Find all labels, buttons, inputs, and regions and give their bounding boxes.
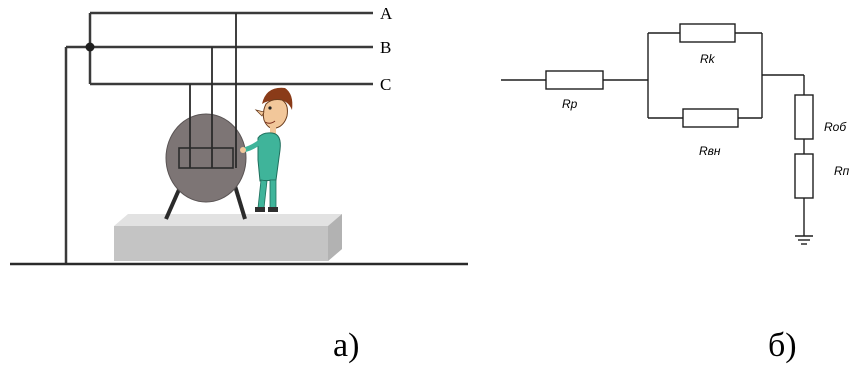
resistor-rp [545,70,604,90]
label-rn: Rп [834,164,850,178]
resistor-rob [794,94,814,140]
neutral-junction-dot [85,42,95,52]
label-rp: Rp [562,97,578,111]
label-rk: Rk [700,52,716,66]
caption-a: а) [333,327,360,364]
phase-label-c: C [380,75,391,94]
panel-b-circuit [501,23,814,245]
label-rvn: Rвн [699,144,721,158]
label-rob: Roб [824,120,847,134]
phase-label-a: A [380,4,393,23]
ground-icon [795,235,813,245]
resistor-rk [679,23,736,43]
caption-b: б) [768,327,797,364]
panel-a-diagram: A B C [10,4,468,266]
resistor-rvn [682,108,739,128]
resistor-rn [794,153,814,199]
person-icon [240,87,293,212]
phase-label-b: B [380,38,391,57]
motor [164,13,247,220]
platform [114,214,342,261]
